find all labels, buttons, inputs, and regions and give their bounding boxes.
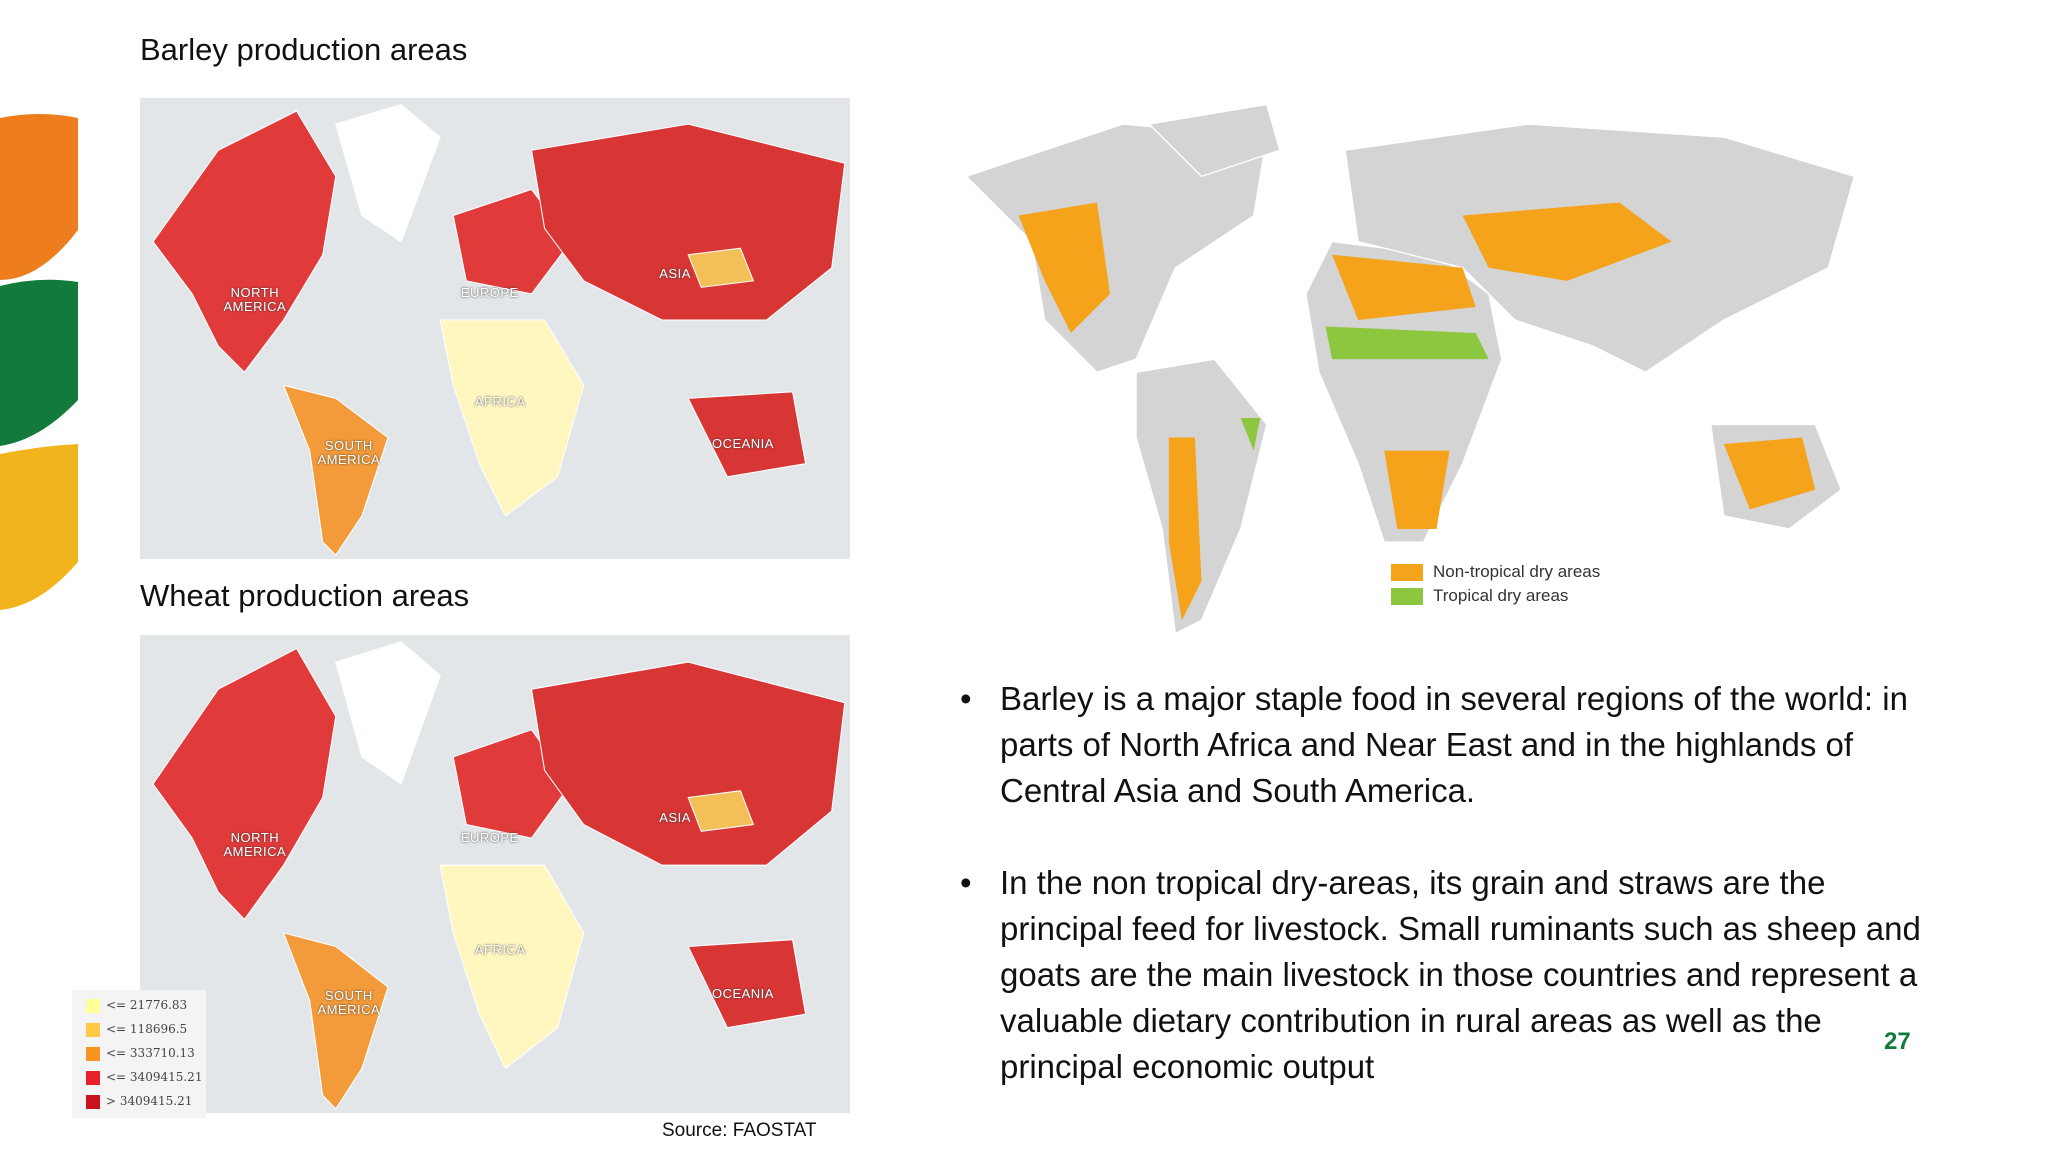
dry-map-legend: Non-tropical dry areas Tropical dry area… bbox=[1391, 562, 1600, 606]
country-area bbox=[335, 103, 441, 243]
legend-label: <= 118696.5 bbox=[106, 1022, 188, 1036]
legend-entry: Tropical dry areas bbox=[1391, 586, 1600, 606]
region-label: NORTH AMERICA bbox=[223, 285, 287, 315]
country-area bbox=[282, 932, 389, 1110]
region-label: OCEANIA bbox=[711, 435, 774, 451]
region-label: ASIA bbox=[659, 809, 691, 825]
region-label: SOUTH AMERICA bbox=[317, 438, 381, 468]
legend-swatch bbox=[86, 998, 100, 1013]
legend-entry: Non-tropical dry areas bbox=[1391, 562, 1600, 582]
bullet: Barley is a major staple food in several… bbox=[960, 676, 1940, 814]
legend-swatch bbox=[86, 1094, 100, 1109]
country-area bbox=[282, 384, 389, 556]
wheat-map: NORTH AMERICA EUROPE ASIA AFRICA SOUTH AMERI… bbox=[140, 635, 850, 1113]
country-area bbox=[687, 391, 807, 478]
legend-label: <= 3409415.21 bbox=[106, 1070, 203, 1084]
region-label: EUROPE bbox=[460, 285, 519, 301]
country-area bbox=[152, 647, 337, 921]
decoration bbox=[0, 114, 78, 610]
legend-entry: <= 118696.5 bbox=[86, 1022, 187, 1037]
country-area bbox=[439, 319, 585, 517]
world-map bbox=[152, 103, 846, 556]
country-area bbox=[530, 123, 846, 321]
source: Source: FAOSTAT bbox=[662, 1120, 817, 1141]
country-area bbox=[687, 939, 807, 1029]
legend-label: Tropical dry areas bbox=[1433, 586, 1569, 605]
country-area bbox=[687, 790, 755, 832]
legend-swatch bbox=[86, 1046, 100, 1061]
legend-swatch bbox=[86, 1070, 100, 1085]
country-area bbox=[452, 729, 572, 839]
country-area bbox=[439, 864, 585, 1070]
bullet-list: Barley is a major staple food in several… bbox=[960, 676, 1940, 1136]
region-label: SOUTH AMERICA bbox=[317, 988, 381, 1018]
map-title: Wheat production areas bbox=[140, 578, 470, 613]
legend-entry: <= 21776.83 bbox=[86, 998, 187, 1013]
legend-label: <= 21776.83 bbox=[106, 998, 188, 1012]
map-title: Barley production areas bbox=[140, 32, 468, 67]
bullet: In the non tropical dry-areas, its grain… bbox=[960, 860, 1940, 1090]
country-area bbox=[530, 661, 846, 866]
barley-map: NORTH AMERICA EUROPE ASIA AFRICA SOUTH AMERI… bbox=[140, 98, 850, 559]
legend-label: <= 333710.13 bbox=[106, 1046, 195, 1060]
region-label: ASIA bbox=[659, 265, 691, 281]
region-label: OCEANIA bbox=[711, 985, 774, 1001]
legend-entry: <= 333710.13 bbox=[86, 1046, 195, 1061]
legend-entry: > 3409415.21 bbox=[86, 1094, 192, 1109]
legend-entry: <= 3409415.21 bbox=[86, 1070, 202, 1085]
region-label: AFRICA bbox=[474, 942, 526, 958]
world-map bbox=[152, 641, 846, 1110]
country-area bbox=[335, 641, 441, 785]
map-legend: <= 21776.83 <= 118696.5 <= 333710.13 <= 340… bbox=[72, 990, 206, 1118]
region-label: AFRICA bbox=[474, 393, 526, 409]
country-area bbox=[452, 188, 572, 295]
country-area bbox=[152, 110, 337, 374]
country-area bbox=[687, 247, 755, 288]
page-number: 27 bbox=[1884, 1028, 1911, 1055]
legend-swatch bbox=[86, 1022, 100, 1037]
legend-label: > 3409415.21 bbox=[106, 1094, 193, 1108]
dry-areas-map bbox=[965, 103, 1856, 635]
region-label: NORTH AMERICA bbox=[223, 829, 287, 859]
legend-label: Non-tropical dry areas bbox=[1433, 562, 1601, 581]
region-label: EUROPE bbox=[460, 829, 519, 845]
